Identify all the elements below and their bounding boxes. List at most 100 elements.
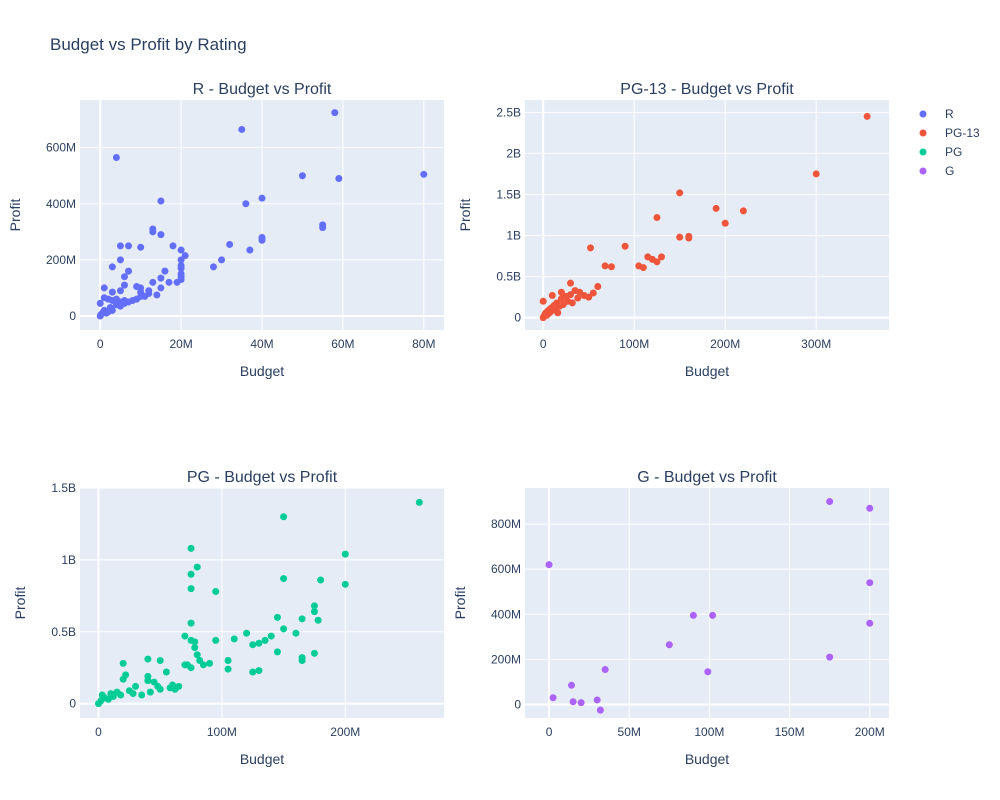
data-point-g[interactable] [704, 668, 712, 676]
data-point-pg13[interactable] [554, 309, 562, 317]
data-point-pg[interactable] [187, 570, 195, 578]
data-point-pg13[interactable] [621, 242, 629, 250]
data-point-r[interactable] [149, 228, 157, 236]
data-point-r[interactable] [120, 273, 128, 281]
data-point-r[interactable] [258, 236, 266, 244]
data-point-g[interactable] [569, 698, 577, 706]
data-point-r[interactable] [125, 242, 133, 250]
data-point-pg13[interactable] [585, 293, 593, 301]
data-point-pg13[interactable] [548, 292, 556, 299]
data-point-pg[interactable] [310, 608, 318, 616]
data-point-g[interactable] [549, 694, 557, 702]
data-point-pg[interactable] [310, 649, 318, 657]
data-point-pg[interactable] [273, 613, 281, 621]
data-point-g[interactable] [593, 696, 601, 704]
data-point-r[interactable] [209, 263, 217, 271]
data-point-g[interactable] [568, 681, 576, 689]
data-point-r[interactable] [169, 242, 177, 250]
data-point-pg[interactable] [224, 665, 232, 673]
data-point-pg13[interactable] [739, 207, 747, 215]
data-point-pg[interactable] [144, 677, 152, 685]
data-point-r[interactable] [242, 200, 250, 208]
data-point-r[interactable] [238, 125, 246, 133]
data-point-pg[interactable] [298, 615, 306, 623]
data-point-pg13[interactable] [589, 289, 597, 297]
data-point-g[interactable] [866, 619, 874, 627]
data-point-pg[interactable] [144, 655, 152, 663]
data-point-pg[interactable] [255, 639, 263, 647]
data-point-g[interactable] [596, 706, 604, 714]
data-point-pg13[interactable] [658, 253, 665, 261]
data-point-r[interactable] [319, 224, 327, 232]
data-point-r[interactable] [331, 109, 339, 117]
data-point-r[interactable] [226, 240, 234, 248]
plot-area[interactable] [525, 100, 889, 330]
data-point-r[interactable] [120, 281, 128, 289]
data-point-r[interactable] [258, 194, 266, 202]
data-point-g[interactable] [545, 561, 553, 569]
data-point-pg[interactable] [191, 644, 199, 652]
data-point-pg[interactable] [206, 659, 214, 667]
data-point-r[interactable] [157, 274, 165, 282]
data-point-pg[interactable] [341, 550, 349, 558]
data-point-pg[interactable] [175, 682, 183, 690]
data-point-pg[interactable] [415, 498, 423, 506]
data-point-pg13[interactable] [685, 234, 693, 242]
data-point-pg13[interactable] [587, 244, 595, 252]
data-point-pg[interactable] [243, 629, 251, 637]
data-point-r[interactable] [335, 175, 343, 183]
data-point-g[interactable] [866, 579, 874, 587]
data-point-pg13[interactable] [653, 258, 661, 266]
data-point-r[interactable] [116, 287, 124, 295]
data-point-pg[interactable] [193, 651, 201, 659]
data-point-pg[interactable] [273, 648, 281, 656]
data-point-r[interactable] [100, 284, 108, 292]
data-point-pg[interactable] [212, 588, 220, 595]
data-point-r[interactable] [181, 252, 189, 260]
data-point-pg13[interactable] [567, 291, 574, 299]
data-point-pg[interactable] [199, 661, 207, 669]
data-point-pg13[interactable] [557, 288, 565, 296]
data-point-pg[interactable] [292, 629, 300, 637]
data-point-g[interactable] [601, 666, 609, 674]
data-point-pg[interactable] [187, 585, 195, 593]
data-point-r[interactable] [108, 263, 116, 271]
data-point-pg13[interactable] [812, 170, 820, 178]
data-point-r[interactable] [96, 299, 104, 307]
data-point-pg[interactable] [119, 659, 127, 667]
data-point-pg13[interactable] [676, 189, 684, 197]
data-point-pg[interactable] [191, 638, 199, 646]
data-point-r[interactable] [157, 197, 165, 205]
data-point-pg[interactable] [280, 513, 288, 521]
data-point-pg[interactable] [132, 682, 140, 690]
data-point-pg[interactable] [249, 668, 257, 676]
data-point-pg13[interactable] [568, 299, 576, 307]
data-point-pg[interactable] [138, 691, 146, 699]
data-point-pg13[interactable] [676, 233, 684, 241]
data-point-g[interactable] [709, 611, 717, 619]
data-point-pg[interactable] [317, 576, 325, 584]
data-point-pg13[interactable] [639, 264, 647, 272]
data-point-pg[interactable] [267, 632, 275, 640]
data-point-g[interactable] [826, 653, 834, 661]
plot-area[interactable] [80, 488, 444, 718]
data-point-r[interactable] [165, 278, 173, 286]
data-point-pg[interactable] [122, 671, 130, 679]
data-point-r[interactable] [106, 304, 114, 312]
data-point-pg13[interactable] [539, 297, 547, 305]
data-point-pg[interactable] [341, 580, 349, 588]
data-point-r[interactable] [177, 276, 185, 284]
data-point-pg13[interactable] [863, 112, 871, 120]
data-point-pg[interactable] [162, 668, 170, 676]
data-point-r[interactable] [161, 267, 169, 275]
data-point-pg[interactable] [280, 575, 288, 583]
data-point-r[interactable] [218, 256, 226, 264]
data-point-pg[interactable] [156, 685, 164, 693]
data-point-r[interactable] [246, 246, 254, 254]
data-point-pg13[interactable] [601, 262, 609, 270]
data-point-pg[interactable] [224, 657, 232, 664]
data-point-r[interactable] [116, 242, 124, 250]
data-point-pg[interactable] [261, 636, 269, 644]
data-point-pg[interactable] [249, 641, 257, 649]
data-point-pg[interactable] [146, 688, 154, 696]
